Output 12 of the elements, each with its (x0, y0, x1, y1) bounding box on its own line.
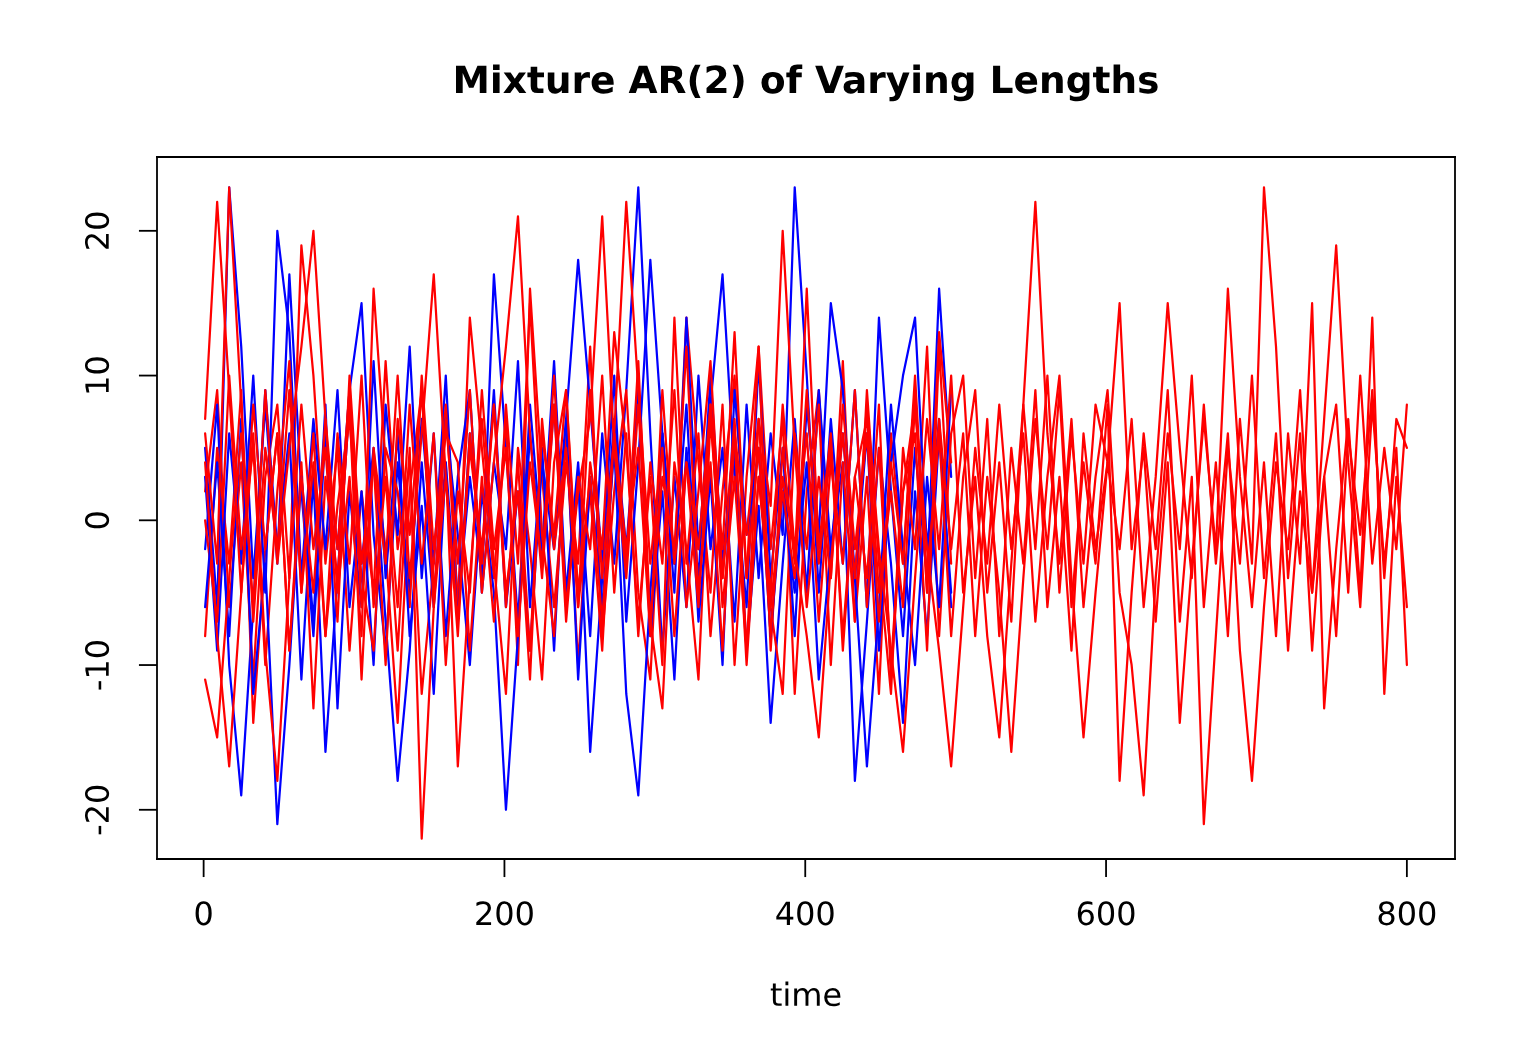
y-tick-label: 20 (84, 212, 110, 249)
chart-title: Mixture AR(2) of Varying Lengths (456, 64, 1158, 102)
x-tick-label: 200 (476, 901, 533, 926)
x-tick-label: 0 (195, 901, 212, 926)
y-tick-label: 0 (84, 512, 110, 529)
x-axis-title: time (770, 981, 841, 1007)
y-tick-label: 10 (84, 357, 110, 393)
y-tick-label: -10 (84, 641, 110, 690)
y-tick-label: -20 (84, 785, 110, 835)
x-tick-label: 400 (776, 901, 834, 926)
x-tick-label: 600 (1077, 901, 1135, 926)
x-tick-label: 800 (1378, 901, 1436, 926)
